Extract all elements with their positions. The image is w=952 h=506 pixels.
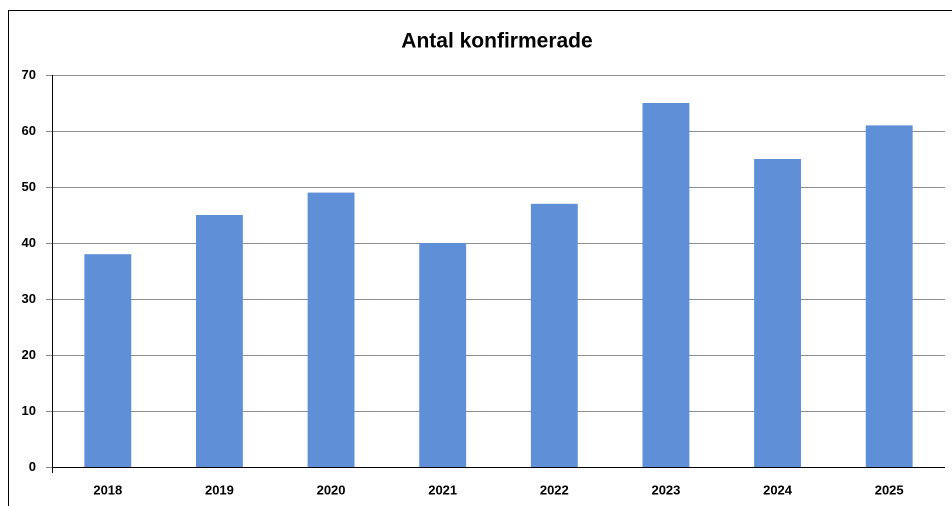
bar [642, 103, 690, 467]
x-tick-label: 2024 [763, 482, 793, 497]
x-tick-label: 2023 [651, 482, 680, 497]
chart-frame [8, 10, 952, 506]
y-tick-label: 20 [22, 347, 36, 362]
x-tick-label: 2018 [93, 482, 122, 497]
x-tick-label: 2021 [428, 482, 457, 497]
bar [307, 192, 355, 467]
x-tick-label: 2022 [540, 482, 569, 497]
y-tick-label: 30 [22, 291, 36, 306]
chart-title: Antal konfirmerade [401, 30, 592, 53]
bar [419, 243, 467, 467]
y-tick-label: 60 [22, 123, 36, 138]
bar [754, 159, 802, 467]
y-tick-label: 40 [22, 235, 36, 250]
y-tick-label: 0 [29, 459, 36, 474]
bar [865, 125, 913, 468]
x-tick-label: 2025 [875, 482, 904, 497]
bar [84, 254, 132, 467]
y-tick-label: 70 [22, 67, 36, 82]
y-tick-label: 50 [22, 179, 36, 194]
x-tick-label: 2019 [205, 482, 234, 497]
x-tick-label: 2020 [317, 482, 346, 497]
y-tick-label: 10 [22, 403, 36, 418]
bar [530, 203, 578, 468]
bar [195, 215, 243, 467]
